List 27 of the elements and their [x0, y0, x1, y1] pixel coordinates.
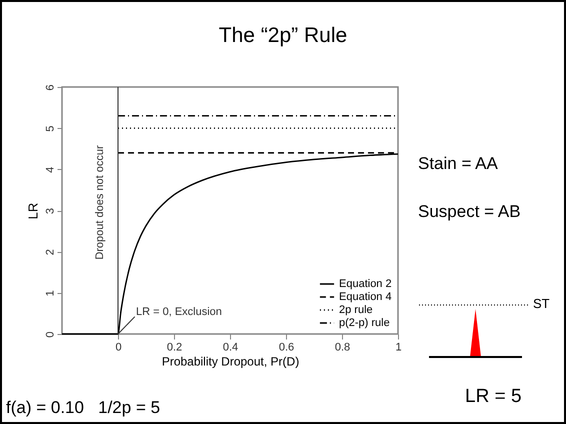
legend-label: p(2-p) rule: [339, 317, 390, 329]
x-axis-title: Probability Dropout, Pr(D): [162, 354, 300, 368]
x-tick-label: 0.4: [222, 342, 238, 354]
y-axis-title: LR: [26, 202, 40, 220]
legend-label: Equation 2: [339, 278, 392, 290]
x-tick-label: 0: [115, 342, 122, 354]
x-tick-label: 0.6: [278, 342, 294, 354]
y-tick-label: 0: [44, 331, 56, 338]
y-tick-label: 2: [44, 249, 56, 256]
annotation: LR = 0, Exclusion: [136, 306, 222, 318]
text: LR = 5: [465, 386, 522, 408]
legend-label: 2p rule: [339, 304, 373, 316]
y-tick-label: 3: [44, 208, 56, 214]
x-tick-label: 0.8: [334, 342, 350, 354]
x-tick-label: 1: [395, 342, 402, 354]
x-tick-label: 0.2: [166, 342, 182, 354]
text: Stain = AA: [418, 154, 498, 174]
text: ST: [533, 296, 550, 311]
y-tick-label: 6: [44, 84, 56, 91]
y-tick-label: 1: [44, 290, 56, 296]
chart-title: The “2p” Rule: [218, 24, 348, 48]
legend-label: Equation 4: [339, 291, 392, 303]
text: f(a) = 0.10 1/2p = 5: [6, 398, 160, 418]
y-tick-label: 5: [44, 126, 56, 132]
ref-line-label: Dropout does not occur: [94, 145, 106, 260]
y-tick-label: 4: [44, 166, 56, 173]
text: Suspect = AB: [418, 202, 521, 222]
